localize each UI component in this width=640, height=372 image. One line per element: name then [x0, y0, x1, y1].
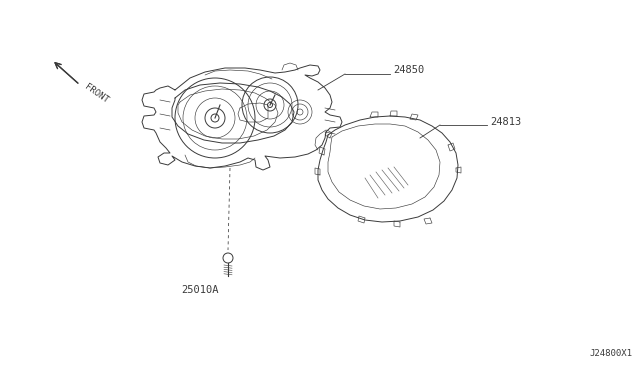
Text: 25010A: 25010A [181, 285, 219, 295]
Text: 24813: 24813 [490, 117, 521, 127]
Text: 24850: 24850 [393, 65, 424, 75]
Text: FRONT: FRONT [83, 82, 110, 105]
Text: J24800X1: J24800X1 [589, 349, 632, 358]
